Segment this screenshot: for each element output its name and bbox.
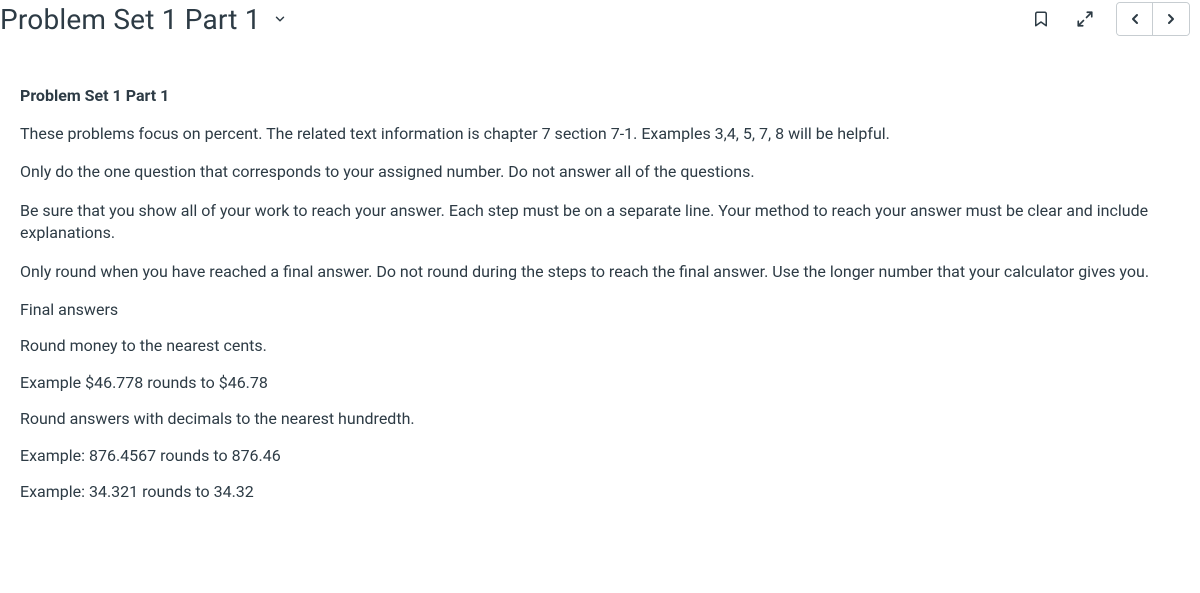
paragraph: Be sure that you show all of your work t…: [20, 200, 1180, 245]
paragraph: Round money to the nearest cents.: [20, 335, 1180, 357]
nav-group: [1116, 2, 1190, 36]
paragraph: Example $46.778 rounds to $46.78: [20, 372, 1180, 394]
chevron-down-icon: [273, 12, 287, 26]
page-title: Problem Set 1 Part 1: [0, 3, 261, 36]
chevron-left-icon: [1127, 11, 1143, 27]
next-button[interactable]: [1153, 3, 1189, 35]
prev-button[interactable]: [1117, 3, 1153, 35]
paragraph: Final answers: [20, 299, 1180, 321]
content-title: Problem Set 1 Part 1: [20, 86, 1180, 105]
paragraph: Example: 34.321 rounds to 34.32: [20, 481, 1180, 503]
chevron-right-icon: [1163, 11, 1179, 27]
bookmark-button[interactable]: [1028, 6, 1054, 32]
paragraph: Only do the one question that correspond…: [20, 161, 1180, 183]
paragraph: Example: 876.4567 rounds to 876.46: [20, 445, 1180, 467]
page-header: Problem Set 1 Part 1: [0, 0, 1200, 38]
bookmark-icon: [1032, 10, 1050, 28]
header-right: [1028, 2, 1190, 36]
paragraph: Round answers with decimals to the neare…: [20, 408, 1180, 430]
title-dropdown-button[interactable]: [269, 8, 291, 30]
header-left: Problem Set 1 Part 1: [0, 3, 291, 36]
content-body: Problem Set 1 Part 1 These problems focu…: [0, 38, 1200, 537]
paragraph: Only round when you have reached a final…: [20, 261, 1180, 283]
expand-icon: [1076, 10, 1094, 28]
expand-button[interactable]: [1072, 6, 1098, 32]
paragraph: These problems focus on percent. The rel…: [20, 123, 1180, 145]
